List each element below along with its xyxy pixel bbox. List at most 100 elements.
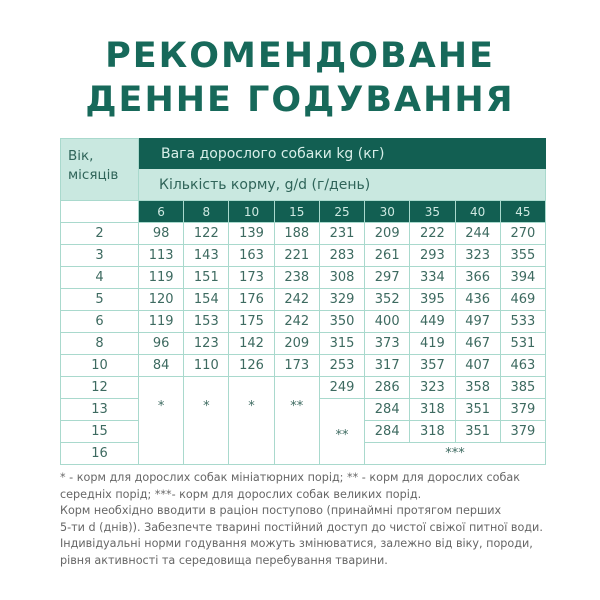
small-breed-mark: *	[228, 376, 275, 465]
value-cell: 449	[409, 310, 456, 333]
value-cell: 222	[409, 222, 456, 245]
table-row: 12 * * * ** 249 286 323 358 385	[60, 376, 547, 465]
value-cell: 284	[364, 398, 411, 421]
value-cell: 366	[454, 266, 501, 289]
value-cell: 123	[183, 332, 230, 355]
weight-cell: 10	[228, 200, 275, 223]
value-cell: 163	[228, 244, 275, 267]
weight-cell: 35	[409, 200, 456, 223]
weight-cell: 30	[364, 200, 411, 223]
value-cell: 355	[499, 244, 547, 267]
age-cell: 5	[60, 288, 139, 311]
value-cell: 318	[409, 398, 456, 421]
header-row-amount: Кількість корму, g/d (г/день)	[61, 168, 546, 201]
value-cell: 96	[137, 332, 185, 355]
value-cell: 400	[364, 310, 411, 333]
value-cell: 113	[137, 244, 185, 267]
value-cell: 142	[228, 332, 275, 355]
title-line-1: РЕКОМЕНДОВАНЕ	[105, 36, 495, 76]
value-cell: 323	[454, 244, 501, 267]
small-breed-mark: **	[273, 376, 320, 465]
age-cell: 16	[60, 442, 139, 465]
value-cell: 244	[454, 222, 501, 245]
value-cell: 253	[318, 354, 366, 377]
value-cell: 407	[454, 354, 501, 377]
value-cell: 261	[364, 244, 411, 267]
weight-row: 6 8 10 15 25 30 35 40 45	[60, 200, 547, 223]
note-line: 5-ти d (днів)). Забезпечте тварині пості…	[60, 520, 543, 534]
header-row-weight: Вік, місяців Вага дорослого собаки kg (к…	[60, 138, 546, 201]
value-cell: 467	[454, 332, 501, 355]
age-header: Вік, місяців	[60, 138, 139, 201]
small-breed-mark: *	[137, 376, 185, 465]
value-cell: 173	[273, 354, 320, 377]
value-cell: 153	[183, 310, 230, 333]
age-cell: 2	[60, 222, 139, 245]
small-breed-mark: *	[183, 376, 230, 465]
table-row: 3 113 143 163 221 283 261 293 323 355	[60, 244, 547, 267]
value-cell: 351	[454, 398, 501, 421]
page-title: РЕКОМЕНДОВАНЕ ДЕННЕ ГОДУВАННЯ	[0, 34, 600, 122]
value-cell: 357	[409, 354, 456, 377]
value-cell: 98	[137, 222, 185, 245]
value-cell: 221	[273, 244, 320, 267]
value-cell: 497	[454, 310, 501, 333]
value-cell: 242	[273, 310, 320, 333]
value-cell: 350	[318, 310, 366, 333]
value-cell: 286	[364, 376, 411, 399]
value-cell: 463	[499, 354, 547, 377]
value-cell: 209	[273, 332, 320, 355]
value-cell: 151	[183, 266, 230, 289]
value-cell: 188	[273, 222, 320, 245]
age-cell: 6	[60, 310, 139, 333]
value-cell: 533	[499, 310, 547, 333]
value-cell: 175	[228, 310, 275, 333]
value-cell: 385	[499, 376, 547, 399]
weight-header: Вага дорослого собаки kg (кг)	[138, 138, 546, 169]
age-cell: 4	[60, 266, 139, 289]
note-line: Індивідуальні норми годування можуть змі…	[60, 537, 533, 550]
value-cell: 238	[273, 266, 320, 289]
table-row: 15 284 318 351 379	[60, 420, 547, 443]
value-cell: 84	[137, 354, 185, 377]
value-cell: 329	[318, 288, 366, 311]
table-row: 8 96 123 142 209 315 373 419 467 531	[60, 332, 547, 355]
value-cell: 119	[137, 266, 185, 289]
title-line-2: ДЕННЕ ГОДУВАННЯ	[85, 80, 515, 120]
value-cell: 297	[364, 266, 411, 289]
value-cell: 531	[499, 332, 547, 355]
value-cell: 122	[183, 222, 230, 245]
table-row: 2 98 122 139 188 231 209 222 244 270	[60, 222, 547, 245]
value-cell: 119	[137, 310, 185, 333]
value-cell: 231	[318, 222, 366, 245]
value-cell: 373	[364, 332, 411, 355]
note-line: Корм необхідно вводити в раціон поступов…	[60, 504, 502, 517]
value-cell: 120	[137, 288, 185, 311]
weight-cell: 6	[137, 200, 185, 223]
large-breed-mark: ***	[364, 442, 546, 465]
value-cell: 242	[273, 288, 320, 311]
value-cell: 308	[318, 266, 366, 289]
note-line: середніх порід; ***- корм для дорослих с…	[60, 487, 422, 501]
value-cell: 352	[364, 288, 411, 311]
value-cell: 173	[228, 266, 275, 289]
table-row: 6 119 153 175 242 350 400 449 497 533	[60, 310, 547, 333]
amount-header: Кількість корму, g/d (г/день)	[138, 168, 546, 201]
value-cell: 270	[499, 222, 547, 245]
note-line: рівня активності та середовища перебуван…	[60, 553, 388, 567]
value-cell: 139	[228, 222, 275, 245]
value-cell: 394	[499, 266, 547, 289]
age-cell: 3	[60, 244, 139, 267]
medium-breed-mark: **	[318, 398, 366, 465]
table-row: 13 ** 284 318 351 379	[60, 398, 547, 465]
value-cell: 358	[454, 376, 501, 399]
weight-cell: 8	[183, 200, 230, 223]
note-line: * - корм для дорослих собак мініатюрних …	[60, 471, 520, 484]
value-cell: 351	[454, 420, 501, 443]
age-cell: 13	[60, 398, 139, 421]
value-cell: 293	[409, 244, 456, 267]
feeding-table: Вік, місяців Вага дорослого собаки kg (к…	[60, 138, 547, 465]
age-cell: 12	[60, 376, 139, 399]
value-cell: 334	[409, 266, 456, 289]
value-cell: 283	[318, 244, 366, 267]
